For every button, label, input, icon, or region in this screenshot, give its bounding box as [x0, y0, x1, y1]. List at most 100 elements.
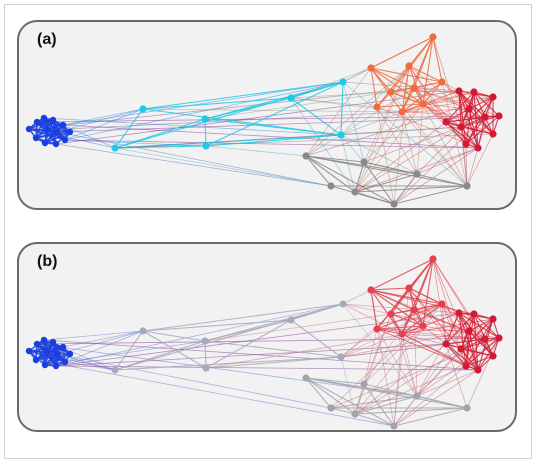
edge — [473, 91, 500, 117]
node-blue — [43, 348, 51, 356]
node-blue — [53, 128, 61, 136]
edge — [342, 289, 372, 305]
node-cyan — [139, 327, 147, 335]
edge — [413, 303, 443, 311]
node-cyan — [201, 337, 209, 345]
edge — [376, 303, 443, 330]
edge — [114, 147, 332, 187]
edge — [460, 96, 494, 128]
node-orange — [387, 88, 395, 96]
edge — [204, 118, 207, 147]
edge — [290, 97, 342, 136]
edge — [468, 318, 494, 332]
edge — [305, 377, 332, 409]
node-blue — [53, 350, 61, 358]
edge — [460, 348, 479, 371]
edge — [354, 161, 365, 193]
node-red — [462, 362, 470, 370]
node-blue — [52, 362, 60, 370]
node-red — [474, 144, 482, 152]
edge — [290, 319, 342, 358]
edge — [205, 356, 342, 369]
node-blue — [33, 118, 41, 126]
nodes — [25, 33, 503, 208]
edge — [363, 328, 378, 385]
panel-label-b: (b) — [37, 253, 58, 270]
edge — [376, 106, 395, 205]
node-orange — [387, 310, 395, 318]
edge — [370, 289, 378, 330]
edge — [340, 65, 410, 136]
edge — [354, 147, 479, 193]
edge — [340, 126, 462, 136]
node-red — [470, 310, 478, 318]
edge — [340, 333, 403, 358]
edge — [432, 36, 462, 128]
node-gray — [351, 188, 359, 196]
node-orange — [367, 286, 375, 294]
edge — [35, 330, 144, 361]
edge — [370, 287, 410, 291]
node-red — [455, 309, 463, 317]
edge — [64, 108, 144, 141]
edge — [401, 65, 410, 113]
edge — [340, 81, 344, 136]
edge — [342, 303, 418, 397]
node-gray — [463, 182, 471, 190]
node-red — [474, 366, 482, 374]
edge — [142, 330, 206, 342]
node-cyan — [139, 105, 147, 113]
edge — [413, 87, 494, 98]
edge — [416, 369, 479, 397]
edge — [401, 111, 468, 187]
node-blue — [52, 140, 60, 148]
edge — [204, 340, 207, 369]
edge — [445, 312, 460, 345]
edge — [393, 395, 418, 427]
edge — [376, 328, 418, 397]
node-blue — [32, 356, 40, 364]
edge — [62, 108, 144, 126]
edge — [401, 309, 415, 335]
node-cyan — [202, 364, 210, 372]
node-orange — [429, 33, 437, 41]
edge — [466, 337, 500, 409]
edge — [468, 108, 494, 135]
node-cyan — [202, 142, 210, 150]
edge — [290, 81, 344, 99]
edge — [342, 67, 372, 83]
edge — [370, 258, 434, 291]
edge — [376, 325, 424, 330]
edge — [340, 328, 378, 358]
edge — [477, 337, 500, 371]
edge — [43, 339, 479, 371]
node-red — [465, 105, 473, 113]
edges — [28, 36, 500, 205]
edge — [376, 106, 479, 149]
edge — [468, 96, 494, 110]
edge — [43, 117, 342, 136]
panel-label-a: (a) — [37, 31, 57, 48]
edge — [305, 155, 395, 205]
node-blue — [33, 340, 41, 348]
edge — [142, 330, 207, 369]
node-red — [489, 315, 497, 323]
edge — [354, 343, 447, 415]
node-red — [489, 352, 497, 360]
node-blue — [25, 347, 33, 355]
edge — [376, 106, 418, 175]
edge — [55, 90, 460, 145]
edge — [354, 413, 395, 427]
edge — [363, 383, 395, 427]
edge — [354, 407, 468, 415]
edge — [62, 124, 479, 149]
edge — [422, 325, 447, 345]
edge — [393, 369, 479, 427]
node-gray — [327, 404, 335, 412]
edge — [401, 81, 443, 113]
edge — [465, 143, 468, 187]
edge — [393, 173, 418, 205]
edge — [408, 36, 434, 67]
edge — [55, 143, 332, 187]
node-orange — [373, 103, 381, 111]
